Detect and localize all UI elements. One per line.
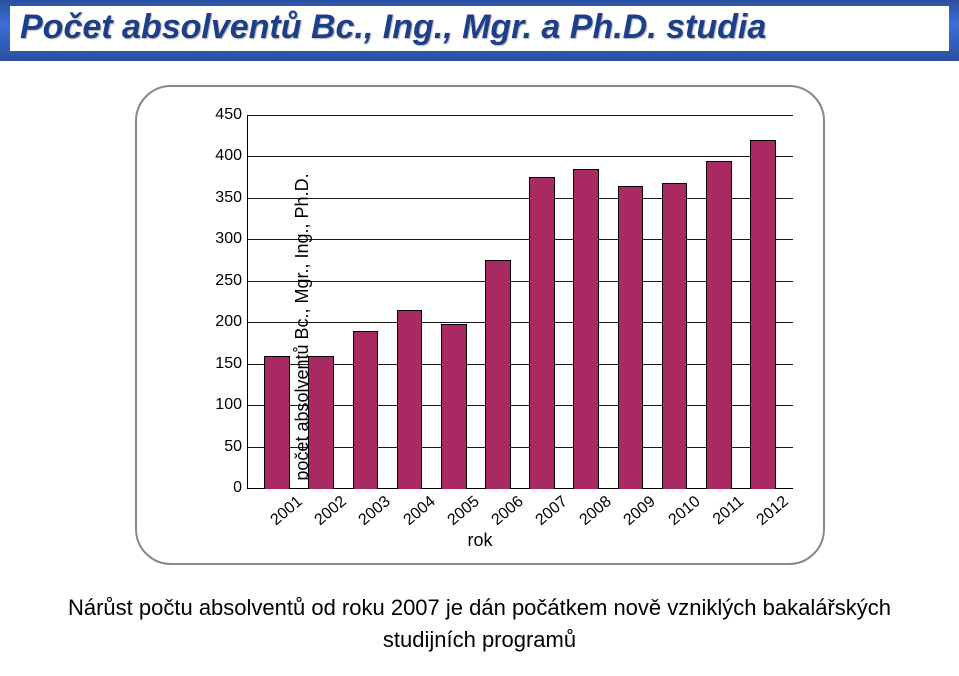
bar [353,331,379,489]
x-axis-label: rok [157,530,803,551]
chart-bars [247,115,793,489]
title-band-inner: Počet absolventů Bc., Ing., Mgr. a Ph.D.… [10,6,949,51]
y-tick-label: 400 [215,147,242,165]
y-tick-label: 300 [215,230,242,248]
y-tick-label: 150 [215,355,242,373]
y-tick-label: 100 [215,396,242,414]
bar [397,310,423,489]
bar [573,169,599,489]
bar-slot [388,115,432,489]
bar [529,177,555,489]
bar-slot [299,115,343,489]
bar-slot [432,115,476,489]
bar-slot [741,115,785,489]
bar [618,186,644,489]
chart-area: počet absolventů Bc., Mgr., Ing., Ph.D. … [157,105,803,549]
chart-card: počet absolventů Bc., Mgr., Ing., Ph.D. … [135,85,825,565]
chart-plot-region: 050100150200250300350400450 [247,115,793,489]
bar-slot [564,115,608,489]
bar-slot [343,115,387,489]
bar [308,356,334,489]
x-tick: 2012 [741,491,785,527]
caption-line-2: studijních programů [40,624,919,656]
x-tick-label: 2012 [753,493,792,530]
bar [750,140,776,489]
bar-slot [255,115,299,489]
x-tick: 2003 [343,491,387,527]
x-tick: 2005 [432,491,476,527]
title-band: Počet absolventů Bc., Ing., Mgr. a Ph.D.… [0,0,959,61]
y-tick-label: 0 [233,479,242,497]
caption-text: Nárůst počtu absolventů od roku 2007 je … [0,592,959,656]
bar [706,161,732,489]
x-tick: 2010 [653,491,697,527]
x-tick: 2007 [520,491,564,527]
x-tick: 2011 [697,491,741,527]
x-tick: 2006 [476,491,520,527]
y-tick-label: 350 [215,189,242,207]
x-tick: 2008 [564,491,608,527]
x-tick: 2001 [255,491,299,527]
x-tick: 2002 [299,491,343,527]
bar [662,183,688,489]
y-tick-label: 250 [215,272,242,290]
y-tick-label: 50 [224,438,242,456]
bar-slot [476,115,520,489]
page-title: Počet absolventů Bc., Ing., Mgr. a Ph.D.… [20,8,766,47]
bar-slot [653,115,697,489]
bar [441,324,467,489]
bar-slot [608,115,652,489]
y-tick-label: 200 [215,313,242,331]
y-tick-label: 450 [215,106,242,124]
bar [264,356,290,489]
x-tick: 2009 [608,491,652,527]
bar [485,260,511,489]
x-axis-ticks: 2001200220032004200520062007200820092010… [247,491,793,527]
slide-root: Počet absolventů Bc., Ing., Mgr. a Ph.D.… [0,0,959,676]
x-tick: 2004 [388,491,432,527]
bar-slot [697,115,741,489]
bar-slot [520,115,564,489]
caption-line-1: Nárůst počtu absolventů od roku 2007 je … [68,595,891,620]
